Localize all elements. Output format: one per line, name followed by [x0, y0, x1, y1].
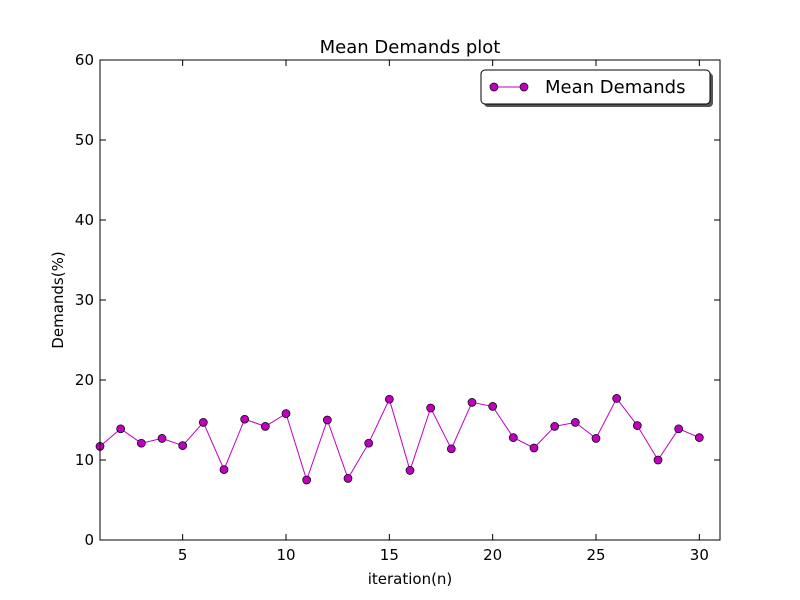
data-point: [529, 443, 539, 453]
legend-marker-left: [489, 82, 499, 92]
legend-box: [480, 69, 711, 105]
data-point: [612, 394, 622, 403]
x-tick-label: 5: [178, 546, 188, 564]
data-point: [116, 424, 126, 434]
data-point: [240, 414, 250, 424]
plot-area: [100, 60, 720, 540]
data-point: [674, 424, 684, 434]
data-point: [198, 418, 208, 427]
data-point: [446, 444, 456, 454]
data-point: [508, 433, 518, 442]
data-point: [384, 394, 394, 404]
plot-frame: [99, 59, 721, 541]
data-point: [591, 434, 601, 443]
data-point: [488, 402, 498, 411]
legend-label: Mean Demands: [545, 77, 685, 98]
x-tick-label: 10: [276, 546, 295, 564]
data-point: [364, 438, 374, 448]
data-point: [178, 441, 188, 450]
y-tick-label: 30: [75, 291, 94, 309]
y-tick-label: 0: [84, 531, 94, 549]
legend-marker-right: [519, 82, 529, 92]
data-point: [219, 465, 229, 474]
data-point: [281, 409, 291, 418]
x-tick-label: 25: [586, 546, 605, 564]
x-tick-label: 15: [380, 546, 399, 564]
data-point: [157, 434, 167, 443]
data-point: [405, 466, 415, 475]
data-point: [632, 421, 642, 430]
series-layer: [95, 394, 704, 485]
y-tick-label: 50: [75, 131, 94, 149]
y-axis-label: Demands(%): [49, 251, 67, 348]
data-point: [467, 398, 477, 407]
data-point: [550, 422, 560, 431]
data-point: [694, 433, 704, 442]
series-line: [99, 397, 700, 482]
chart-title: Mean Demands plot: [320, 37, 501, 58]
legend: Mean Demands: [480, 69, 713, 107]
y-tick-label: 10: [75, 451, 94, 469]
data-point: [653, 455, 663, 465]
x-axis-label: iteration(n): [368, 570, 453, 588]
data-point: [426, 403, 436, 413]
data-point: [136, 438, 146, 448]
x-tick-label: 30: [690, 546, 709, 564]
y-tick-label: 20: [75, 371, 94, 389]
data-point: [302, 475, 312, 485]
data-point: [260, 422, 270, 431]
data-point: [570, 418, 580, 427]
x-tick-label: 20: [483, 546, 502, 564]
y-tick-label: 40: [75, 211, 94, 229]
y-tick-label: 60: [75, 51, 94, 69]
data-point: [322, 415, 332, 425]
ticks-layer: 5 10 15 20 25 30 0 10 20 30 40 50 60: [75, 51, 720, 564]
data-point: [343, 474, 353, 483]
